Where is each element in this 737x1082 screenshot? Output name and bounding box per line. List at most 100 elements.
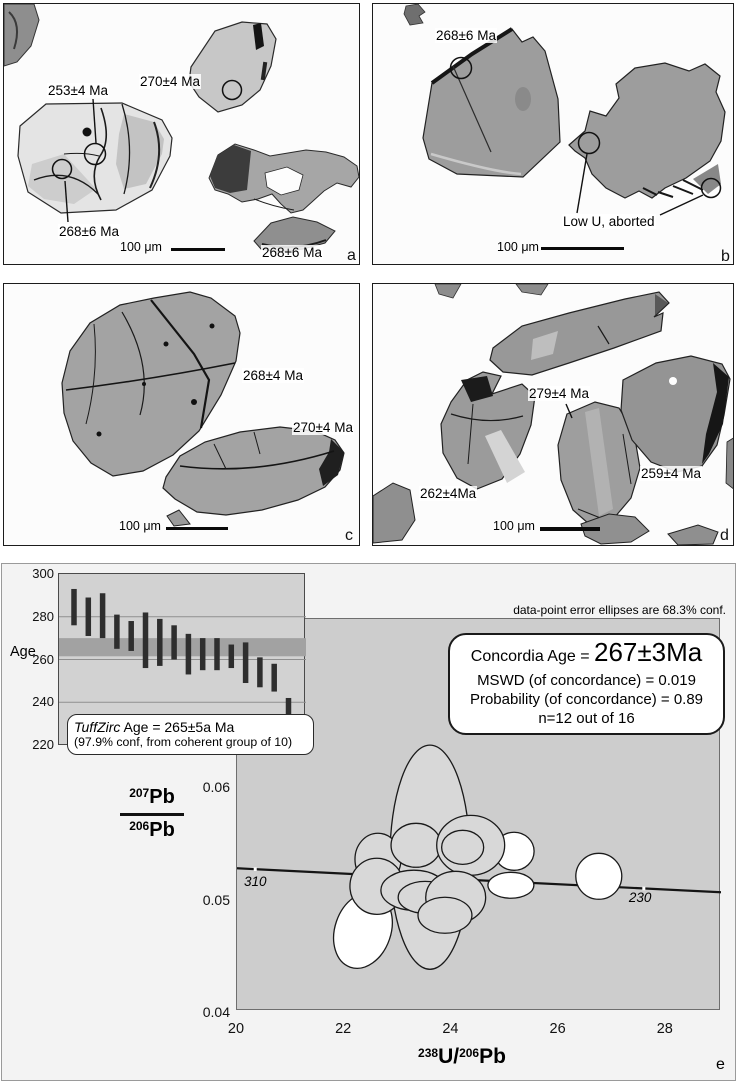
x-tick-label: 24 <box>442 1021 459 1037</box>
x-tick-label: 28 <box>656 1021 673 1037</box>
y-tick-label: 0.04 <box>202 1004 230 1021</box>
zircon-grain <box>61 291 241 477</box>
error-ellipse-white <box>487 871 535 899</box>
scale-label: 100 μm <box>493 519 535 533</box>
leader-line <box>92 98 97 144</box>
leader-line <box>565 403 573 419</box>
concordia-age-prefix: Concordia Age = <box>470 648 594 665</box>
isotope-superscript: 207 <box>129 786 150 800</box>
y-axis-label-fraction: 207Pb 206Pb <box>114 786 190 843</box>
zircon-grain <box>188 21 277 113</box>
leader-line <box>576 153 588 214</box>
panel-letter: c <box>345 527 353 544</box>
micrograph-d-graphic <box>373 284 733 545</box>
age-label: 270±4 Ma <box>139 74 201 89</box>
age-error-bar <box>271 663 277 692</box>
tuffzirc-result-box: TuffZirc Age = 265±5a Ma (97.9% conf, fr… <box>67 714 314 755</box>
age-error-bar <box>142 612 149 669</box>
concordia-age-tick <box>253 867 257 871</box>
leader-line <box>659 194 704 216</box>
micrograph-b-graphic <box>403 4 726 216</box>
x-tick-label: 20 <box>227 1021 245 1037</box>
age-error-bar <box>185 633 192 675</box>
zircon-grain <box>422 27 561 178</box>
scale-bar <box>171 248 225 251</box>
n-line: n=12 out of 16 <box>538 710 635 727</box>
zircon-grain <box>434 284 549 299</box>
inset-y-tick-label: 220 <box>32 737 54 752</box>
scale-label: 100 μm <box>120 240 162 254</box>
y-axis-denominator: 206Pb <box>114 819 190 843</box>
age-label: 279±4 Ma <box>528 386 590 401</box>
concordia-stats-box: Concordia Age = 267±3Ma MSWD (of concord… <box>448 633 725 735</box>
micrograph-panel-a: 253±4 Ma 270±4 Ma 268±6 Ma 268±6 Ma 100 … <box>3 3 360 265</box>
leader-line <box>64 180 69 223</box>
age-error-bar <box>114 614 120 649</box>
micrograph-c-graphic <box>61 291 345 527</box>
inset-y-tick-label: 280 <box>32 608 54 624</box>
zircon-grain <box>208 143 359 214</box>
age-error-bar <box>85 597 92 636</box>
y-tick-label: 0.05 <box>202 891 230 908</box>
isotope-element: Pb <box>479 1045 506 1068</box>
zircon-grain <box>373 437 733 545</box>
zircon-grain <box>489 291 670 376</box>
tuffzirc-confidence-line: (97.9% conf, from coherent group of 10) <box>74 735 293 749</box>
scale-bar <box>540 527 600 531</box>
concordia-age-tick <box>642 886 646 891</box>
inset-y-tick-label: 300 <box>32 566 54 581</box>
inset-y-axis-label: Age <box>10 644 36 660</box>
scale-label: 100 μm <box>497 240 539 254</box>
scale-bar <box>166 527 228 530</box>
zircon-grain <box>557 401 641 525</box>
age-label: 253±4 Ma <box>47 83 109 98</box>
error-ellipse-gray <box>390 822 442 868</box>
age-error-bar <box>99 593 106 639</box>
y-tick-label: 0.06 <box>202 778 230 795</box>
analysis-spot-circle <box>83 142 107 166</box>
age-label: 268±6 Ma <box>261 245 323 260</box>
concordia-panel-e: data-point error ellipses are 68.3% conf… <box>1 563 736 1081</box>
age-label: 270±4 Ma <box>292 420 354 435</box>
scale-bar <box>541 247 624 250</box>
tuffzirc-name: TuffZirc <box>74 719 121 735</box>
zircon-grain <box>162 426 345 527</box>
age-error-bar <box>128 621 134 651</box>
concordia-age-label: 310 <box>244 874 267 890</box>
micrograph-panel-c: 268±4 Ma 270±4 Ma 100 μm c <box>3 283 360 546</box>
age-label: 268±4 Ma <box>242 368 304 383</box>
age-error-bar <box>71 588 77 626</box>
concordia-age-line: Concordia Age = 267±3Ma <box>450 638 723 671</box>
scale-label: 100 μm <box>119 519 161 533</box>
error-ellipse-gray <box>440 829 485 865</box>
panel-letter: e <box>716 1056 725 1073</box>
analysis-spot-circle <box>221 79 243 101</box>
age-error-bar <box>285 697 292 722</box>
x-axis-label: 238U/206Pb <box>367 1045 557 1069</box>
inclusion-dot <box>82 127 92 137</box>
micrograph-a-graphic <box>4 4 359 253</box>
age-error-bar <box>157 618 163 666</box>
age-error-bar <box>171 625 177 660</box>
zircon-grain <box>620 355 731 473</box>
probability-line: Probability (of concordance) = 0.89 <box>469 691 704 708</box>
error-ellipse-gray <box>417 896 473 934</box>
concordia-svg <box>236 744 722 970</box>
age-error-bar <box>228 644 235 669</box>
fraction-bar <box>120 813 184 816</box>
age-label: 268±6 Ma <box>435 28 497 43</box>
age-label: 268±6 Ma <box>58 224 120 239</box>
y-axis-numerator: 207Pb <box>114 786 190 810</box>
isotope-element: U/ <box>438 1045 460 1068</box>
zircon-grain <box>403 4 426 26</box>
inset-y-tick-label: 240 <box>32 694 54 710</box>
isotope-superscript: 238 <box>418 1046 439 1060</box>
x-tick-label: 22 <box>335 1021 352 1037</box>
zircon-grain <box>17 102 173 214</box>
zircon-grain <box>568 62 726 199</box>
zircon-grain <box>440 371 536 490</box>
age-error-bar <box>199 638 206 671</box>
age-error-bar <box>214 638 220 671</box>
isotope-superscript: 206 <box>459 1046 480 1060</box>
